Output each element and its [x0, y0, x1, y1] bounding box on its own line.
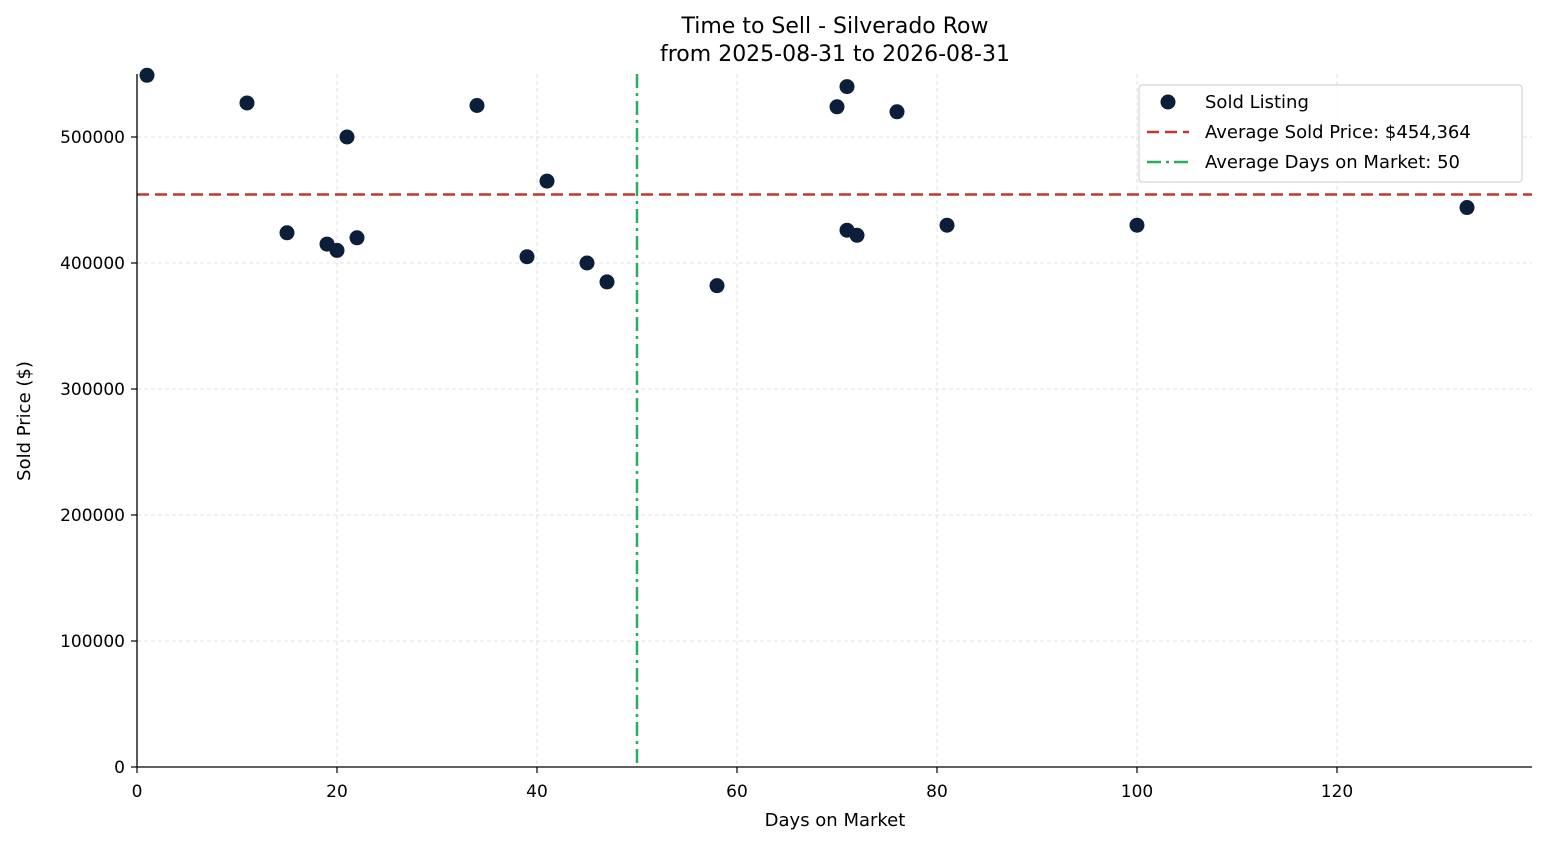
data-point: [579, 255, 595, 271]
chart-title: Time to Sell - Silverado Row: [680, 14, 988, 39]
legend-label-sold-listing: Sold Listing: [1205, 92, 1309, 113]
y-tick-label: 200000: [60, 506, 125, 526]
y-tick-label: 400000: [60, 254, 125, 274]
y-tick-label: 100000: [60, 632, 125, 652]
chart-subtitle: from 2025-08-31 to 2026-08-31: [660, 42, 1010, 67]
data-point: [599, 274, 615, 290]
data-point: [839, 79, 855, 95]
data-point: [139, 67, 155, 83]
data-point: [829, 99, 845, 115]
data-point: [519, 249, 535, 265]
data-point: [849, 227, 865, 243]
data-point: [469, 98, 485, 113]
y-tick-label: 300000: [60, 380, 125, 400]
data-point: [889, 104, 905, 120]
reference-lines: [137, 74, 1532, 767]
x-tick-label: 100: [1121, 782, 1153, 802]
y-tick-label: 0: [114, 758, 125, 778]
x-tick-label: 20: [326, 782, 348, 802]
x-tick-label: 80: [926, 782, 948, 802]
x-tick-label: 0: [132, 782, 143, 802]
data-point: [339, 129, 355, 145]
legend-label-average-days: Average Days on Market: 50: [1205, 152, 1460, 173]
legend: Sold Listing Average Sold Price: $454,36…: [1138, 84, 1523, 183]
y-axis-label: Sold Price ($): [14, 361, 35, 481]
grid-lines: [136, 74, 1532, 768]
data-point: [1459, 200, 1475, 216]
axes: [131, 74, 1532, 773]
data-point: [539, 173, 555, 189]
data-points: [139, 67, 1475, 294]
legend-label-average-price: Average Sold Price: $454,364: [1205, 122, 1471, 143]
x-tick-label: 120: [1321, 782, 1353, 802]
tick-labels: 0 20 40 60 80 100 120 0 100000 200000 300000 400000…: [60, 128, 1353, 802]
data-point: [239, 95, 255, 111]
legend-marker-sold-listing: [1160, 94, 1176, 110]
x-tick-label: 40: [526, 782, 548, 802]
data-point: [709, 278, 725, 294]
x-axis-label: Days on Market: [765, 810, 906, 831]
data-point: [349, 230, 365, 246]
y-tick-label: 500000: [60, 128, 125, 148]
legend-box: [1138, 84, 1523, 183]
data-point: [329, 242, 345, 258]
x-tick-label: 60: [726, 782, 748, 802]
data-point: [939, 217, 955, 233]
data-point: [1129, 217, 1145, 233]
data-point: [279, 225, 295, 241]
